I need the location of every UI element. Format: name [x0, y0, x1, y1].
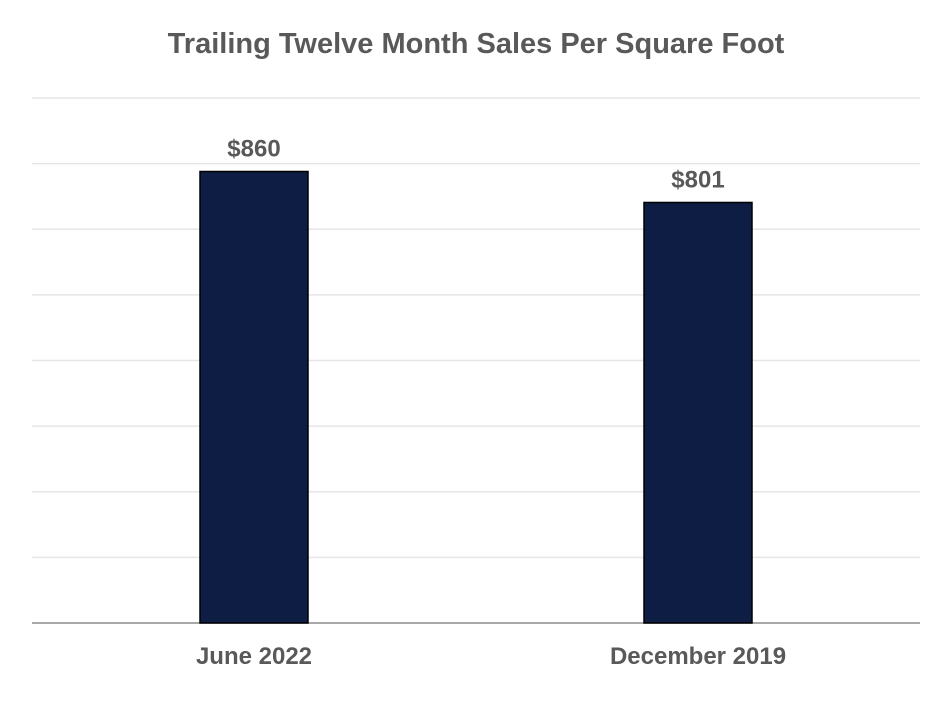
category-label-group: June 2022 December 2019: [196, 643, 786, 670]
bar-group: [199, 170, 753, 624]
bar: [643, 201, 753, 624]
gridlines: [32, 97, 920, 559]
category-label: December 2019: [610, 643, 786, 670]
chart-title: Trailing Twelve Month Sales Per Square F…: [168, 28, 785, 60]
data-label: $801: [671, 166, 724, 193]
data-label: $860: [227, 136, 280, 163]
data-label-group: $860 $801: [227, 136, 724, 194]
category-label: June 2022: [196, 643, 312, 670]
bar: [199, 170, 309, 624]
